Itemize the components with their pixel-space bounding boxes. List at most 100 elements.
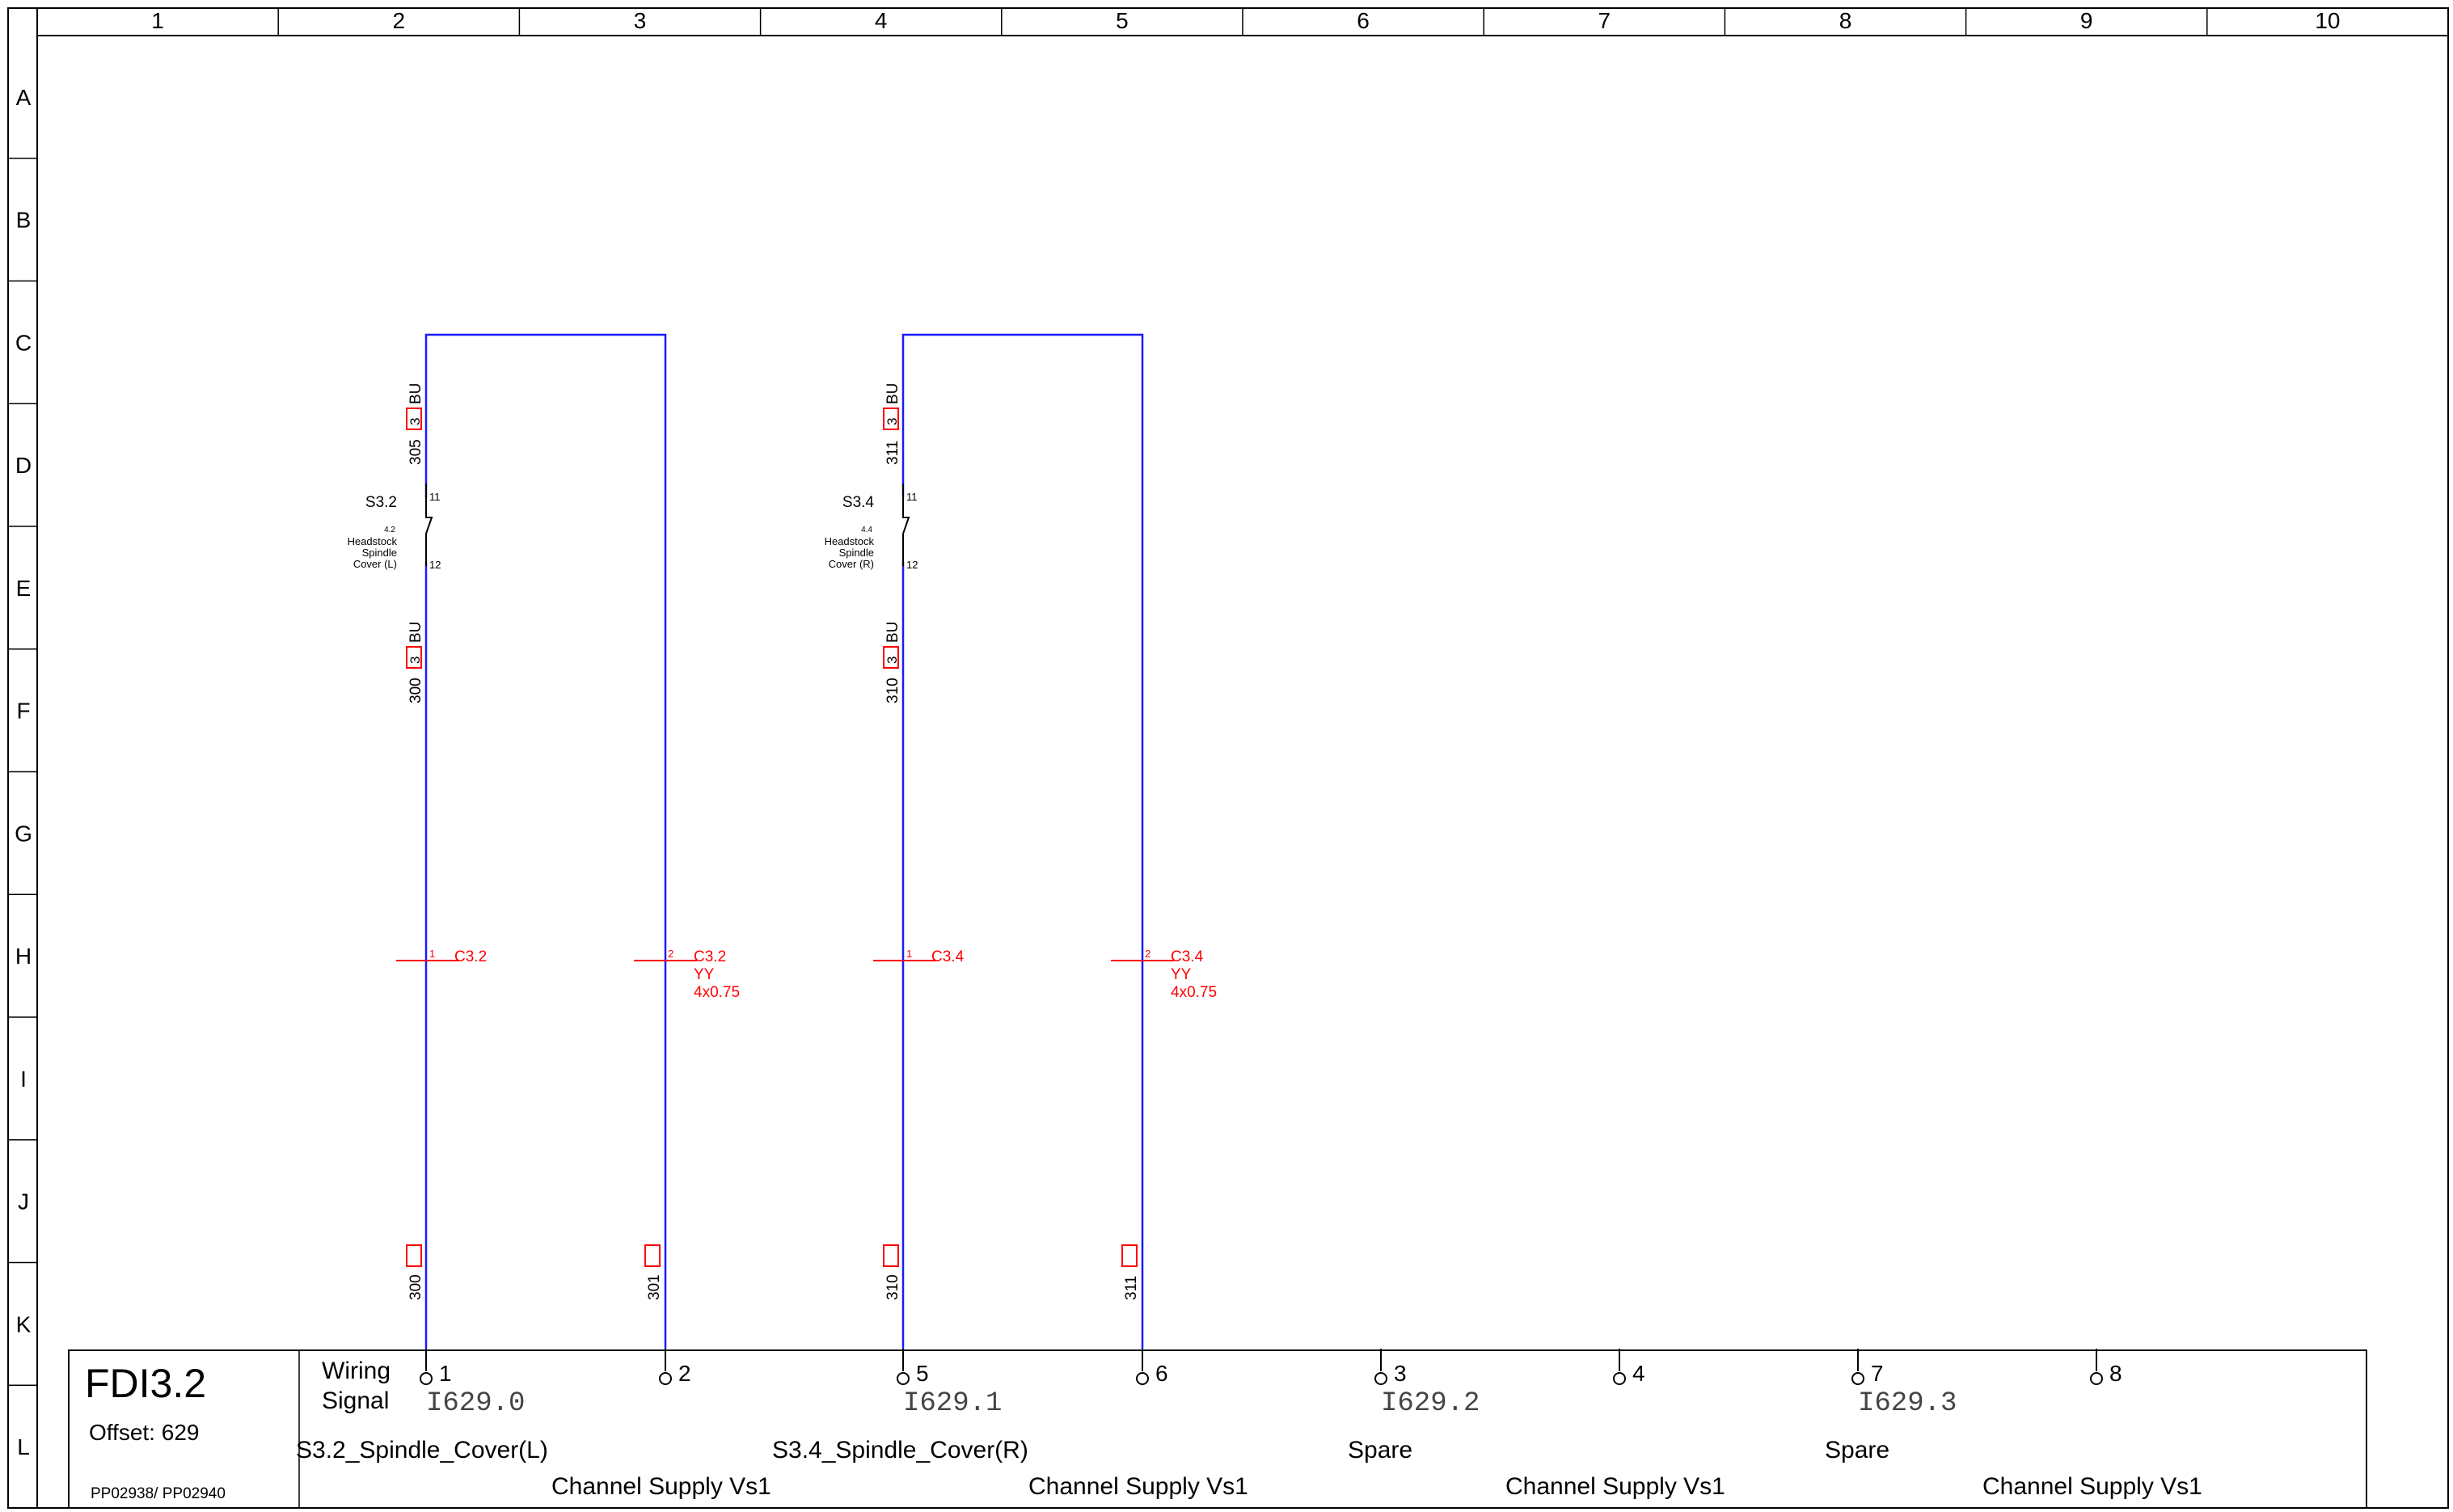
row-label: J <box>18 1189 29 1214</box>
svg-text:4: 4 <box>1632 1361 1645 1386</box>
wire-number: 310 <box>885 678 901 703</box>
wire-loop <box>901 333 1144 1349</box>
row-label: C <box>15 330 32 355</box>
io-terminal: 1 <box>420 1349 452 1386</box>
terminal-number: 3 <box>407 657 423 664</box>
wire-color: BU <box>885 622 901 643</box>
cable-label: C3.2 <box>694 948 726 965</box>
row-label: F <box>16 699 30 724</box>
wire-number: 300 <box>407 1274 424 1300</box>
terminal-box <box>406 1244 422 1267</box>
cable-pin: 2 <box>668 948 673 960</box>
signal-description: Spare <box>1825 1437 1889 1463</box>
row-labels: A B C D E F G H I J K L <box>15 85 32 1459</box>
wire-color: BU <box>885 383 901 404</box>
terminal-box <box>1121 1244 1138 1267</box>
svg-text:3: 3 <box>1394 1361 1407 1386</box>
module-name: FDI3.2 <box>85 1361 206 1406</box>
wire-number: 311 <box>885 441 901 465</box>
row-label: B <box>16 208 32 233</box>
switch-tag: S3.2 <box>365 494 397 511</box>
cable-pin: 2 <box>1145 948 1151 960</box>
wire-number: 305 <box>407 439 424 465</box>
signal-address: I629.0 <box>426 1388 525 1419</box>
cable-pin: 1 <box>906 948 912 960</box>
switch-tag: S3.4 <box>842 494 875 511</box>
column-label: 6 <box>1357 8 1370 33</box>
cable-pin: 1 <box>429 948 435 960</box>
column-label: 2 <box>393 8 406 33</box>
terminal-box <box>883 408 899 430</box>
terminal-box <box>406 646 422 669</box>
module-offset: Offset: 629 <box>89 1420 199 1445</box>
wiring-label: Wiring <box>322 1358 391 1384</box>
cable-size: 4x0.75 <box>1171 984 1217 1001</box>
switch-desc: Cover (L) <box>353 558 397 570</box>
io-terminal: 8 <box>2090 1349 2122 1386</box>
contact-number: 11 <box>429 491 441 503</box>
io-terminal: 7 <box>1851 1349 1884 1386</box>
terminal-number: 3 <box>407 418 423 425</box>
row-label: A <box>16 85 32 110</box>
signal-label: Signal <box>322 1387 389 1414</box>
part-numbers: PP02938/ PP02940 <box>91 1485 226 1502</box>
switch-contact-symbol <box>425 484 433 566</box>
row-label: L <box>17 1434 30 1459</box>
io-terminal: 3 <box>1374 1349 1407 1386</box>
wire-number: 310 <box>885 1274 901 1300</box>
switch-desc: Headstock <box>348 535 398 547</box>
cable-label: C3.4 <box>931 948 965 965</box>
row-label: D <box>15 453 32 478</box>
wire-number: 311 <box>1123 1276 1140 1300</box>
column-label: 8 <box>1839 8 1852 33</box>
cable-type: YY <box>1171 966 1192 983</box>
io-terminal: 6 <box>1136 1349 1168 1386</box>
row-label: K <box>16 1311 32 1337</box>
signal-description: S3.4_Spindle_Cover(R) <box>772 1437 1028 1463</box>
contact-number: 11 <box>906 491 918 503</box>
io-title-block: FDI3.2 Offset: 629 PP02938/ PP02940 Wiri… <box>68 1349 2367 1509</box>
signal-description: S3.2_Spindle_Cover(L) <box>296 1437 548 1463</box>
svg-text:7: 7 <box>1871 1361 1884 1386</box>
signal-description: Spare <box>1348 1437 1412 1463</box>
row-label: I <box>20 1066 27 1092</box>
cable-size: 4x0.75 <box>694 984 740 1001</box>
supply-label: Channel Supply Vs1 <box>551 1473 771 1500</box>
cable-label: C3.2 <box>454 948 487 965</box>
wire-color: BU <box>407 622 424 643</box>
contact-number: 12 <box>429 559 441 571</box>
wire-color: BU <box>407 383 424 404</box>
terminal-number: 3 <box>885 657 900 664</box>
supply-label: Channel Supply Vs1 <box>1982 1473 2202 1500</box>
cable-type: YY <box>694 966 715 983</box>
circuit-s3-4: 311 3 BU S3.4 4.4 Headstock Spindle Cove… <box>825 333 1217 1349</box>
supply-label: Channel Supply Vs1 <box>1028 1473 1248 1500</box>
terminal-box <box>644 1244 661 1267</box>
row-label: E <box>16 576 32 601</box>
wire-number: 300 <box>407 678 424 703</box>
svg-text:2: 2 <box>678 1361 691 1386</box>
switch-ref: 4.2 <box>384 526 395 534</box>
column-label: 5 <box>1116 8 1129 33</box>
column-label: 9 <box>2080 8 2093 33</box>
signal-address: I629.2 <box>1381 1388 1480 1419</box>
io-terminal: 5 <box>897 1349 929 1386</box>
contact-number: 12 <box>906 559 918 571</box>
row-label: G <box>15 821 32 846</box>
column-label: 3 <box>634 8 647 33</box>
column-labels: 1 2 3 4 5 6 7 8 9 10 <box>151 8 2340 33</box>
switch-ref: 4.4 <box>861 526 872 534</box>
column-label: 1 <box>151 8 164 33</box>
cable-label: C3.4 <box>1171 948 1204 965</box>
wire-loop <box>424 333 667 1349</box>
terminal-number: 3 <box>885 418 900 425</box>
switch-desc: Spindle <box>839 547 874 559</box>
svg-text:6: 6 <box>1155 1361 1168 1386</box>
svg-text:1: 1 <box>439 1361 452 1386</box>
sheet-frame <box>7 7 2449 1509</box>
switch-contact-symbol <box>902 484 910 566</box>
svg-text:5: 5 <box>916 1361 929 1386</box>
switch-desc: Spindle <box>362 547 397 559</box>
svg-text:8: 8 <box>2109 1361 2122 1386</box>
